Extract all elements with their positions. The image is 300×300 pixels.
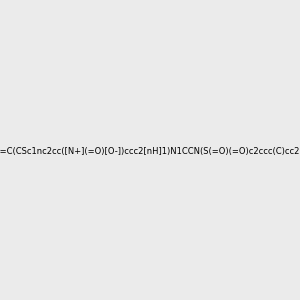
Text: O=C(CSc1nc2cc([N+](=O)[O-])ccc2[nH]1)N1CCN(S(=O)(=O)c2ccc(C)cc2)C1: O=C(CSc1nc2cc([N+](=O)[O-])ccc2[nH]1)N1C…	[0, 147, 300, 156]
